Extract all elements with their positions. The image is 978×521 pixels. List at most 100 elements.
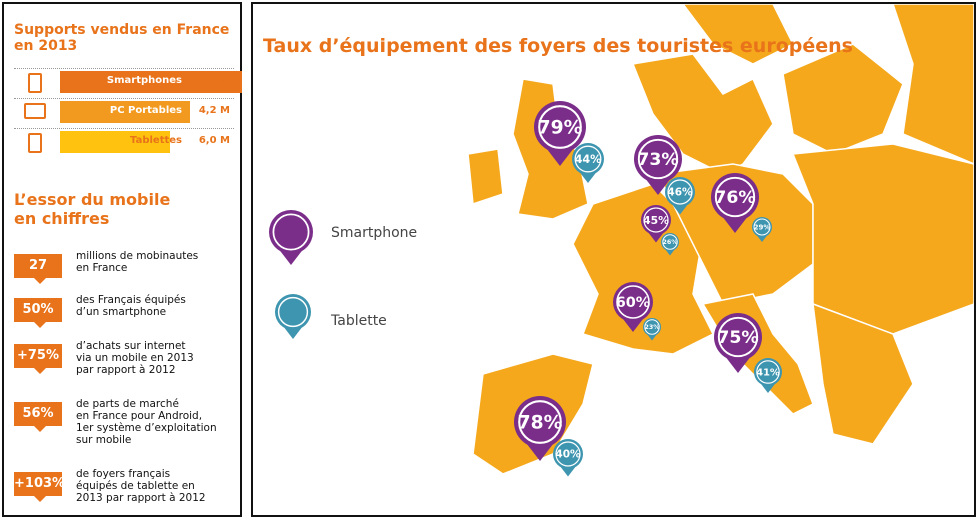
pin-shape	[647, 334, 657, 341]
device-icon	[28, 73, 42, 93]
stat-figure: +103%	[14, 472, 65, 502]
stat-text-line: d’un smartphone	[76, 306, 167, 318]
tablette-pin: 41%	[754, 358, 782, 393]
stat-text-line: de parts de marché	[76, 398, 179, 410]
pin-shape	[527, 444, 553, 461]
legend-pin	[269, 210, 313, 265]
pin-shape	[623, 319, 643, 332]
support-value: 6,0 M	[198, 135, 230, 146]
pin-shape	[280, 250, 302, 265]
smartphone-pin: 75%	[714, 313, 762, 373]
pin-shape	[547, 149, 573, 166]
stat-text: des Français équipés d’un smartphone	[76, 294, 186, 318]
legend-label: Smartphone	[331, 225, 417, 241]
pin-value: 76%	[714, 188, 755, 208]
tablette-pin: 44%	[572, 143, 604, 183]
pin-core	[717, 316, 759, 358]
right-panel: Taux d’équipement des foyers des tourist…	[251, 2, 976, 517]
stat-text-line: via un mobile en 2013	[76, 352, 194, 364]
pin-value: 75%	[717, 328, 758, 348]
bar	[60, 131, 170, 153]
pin-shape	[757, 235, 767, 242]
smartphone-pin: 79%	[534, 101, 586, 166]
stat-text-line: par rapport à 2012	[76, 364, 176, 376]
stat-text: millions de mobinautes en France	[76, 250, 198, 274]
pin-core	[637, 138, 679, 180]
stat-text: de foyers français équipés de tablette en…	[76, 468, 206, 504]
stat-figure: 27	[14, 254, 62, 284]
title-line: en 2013	[14, 38, 78, 54]
pin-value: 45%	[643, 214, 669, 227]
pin-shape	[665, 249, 675, 256]
stat-text-line: en France pour Android,	[76, 410, 203, 422]
pin-core	[753, 218, 771, 236]
pin-core	[756, 360, 780, 384]
pin-shape	[672, 204, 688, 215]
pin-core	[644, 319, 660, 335]
stat-figure: +75%	[14, 344, 62, 374]
pin-value: 44%	[575, 153, 602, 166]
support-row: Smartphones 15,2 M	[14, 68, 242, 95]
pin-shape	[284, 327, 302, 339]
stat-text-line: 1er système d’exploitation	[76, 422, 217, 434]
stat-text: d’achats sur internet via un mobile en 20…	[76, 340, 194, 376]
support-label: Tablettes	[130, 135, 182, 146]
pin-core	[555, 441, 581, 467]
essor-title: L’essor du mobile en chiffres	[14, 190, 170, 228]
pin-core	[667, 179, 693, 205]
title-line: L’essor du mobile	[14, 190, 171, 209]
stat-text-line: millions de mobinautes	[76, 250, 199, 262]
pin-value: 79%	[538, 118, 583, 139]
pin-value: 73%	[637, 150, 678, 170]
smartphone-pin: 78%	[514, 396, 566, 461]
smartphone-pin: 60%	[613, 282, 653, 332]
pin-value: 29%	[754, 223, 771, 231]
support-label: PC Portables	[109, 105, 182, 116]
pin-core	[272, 213, 310, 251]
pin-core	[616, 285, 650, 319]
stat-text-line: sur mobile	[76, 434, 132, 446]
pin-shape	[723, 217, 747, 233]
support-label: Smartphones	[106, 75, 182, 86]
title-line: en chiffres	[14, 209, 110, 228]
pin-shape	[560, 466, 576, 477]
pin-value: 41%	[756, 367, 780, 378]
stat-text-line: de foyers français	[76, 468, 171, 480]
device-icon	[24, 103, 46, 119]
tablette-pin: 29%	[752, 217, 772, 242]
pin-core	[714, 176, 756, 218]
support-value: 15,2 M	[191, 75, 230, 86]
pin-value: 46%	[667, 187, 693, 199]
stat-text-line: équipés de tablette en	[76, 480, 195, 492]
bar	[60, 71, 242, 93]
stat-text-line: d’achats sur internet	[76, 340, 186, 352]
legend-label: Tablette	[330, 313, 387, 329]
pin-shape	[646, 179, 670, 195]
pin-shape	[580, 172, 596, 183]
support-row: PC Portables 4,2 M	[14, 98, 234, 125]
pin-value: 78%	[518, 413, 563, 434]
device-icon	[28, 133, 42, 153]
pin-core	[662, 234, 678, 250]
stat-text-line: en France	[76, 262, 128, 274]
tablette-pin: 23%	[643, 318, 661, 341]
stat-text: de parts de marché en France pour Android…	[76, 398, 217, 446]
pin-core	[538, 105, 582, 149]
tablette-pin: 40%	[553, 439, 583, 477]
smartphone-pin: 45%	[641, 205, 671, 243]
title-line: Supports vendus en France	[14, 22, 230, 38]
pin-core	[518, 400, 562, 444]
supports-title: Supports vendus en France en 2013	[14, 22, 229, 54]
tablette-pin: 46%	[665, 177, 695, 215]
pin-value: 26%	[662, 239, 678, 246]
stat-text-line: des Français équipés	[76, 294, 186, 306]
left-panel: Supports vendus en France en 2013 L’esso…	[2, 2, 242, 517]
pin-value: 40%	[555, 449, 581, 461]
pin-core	[277, 296, 309, 328]
map-svg: Taux d’équipement des foyers des tourist…	[263, 4, 974, 477]
smartphone-pin: 73%	[634, 135, 682, 195]
pin-value: 23%	[644, 324, 660, 331]
smartphone-pin: 76%	[711, 173, 759, 233]
pin-value: 60%	[616, 295, 650, 311]
